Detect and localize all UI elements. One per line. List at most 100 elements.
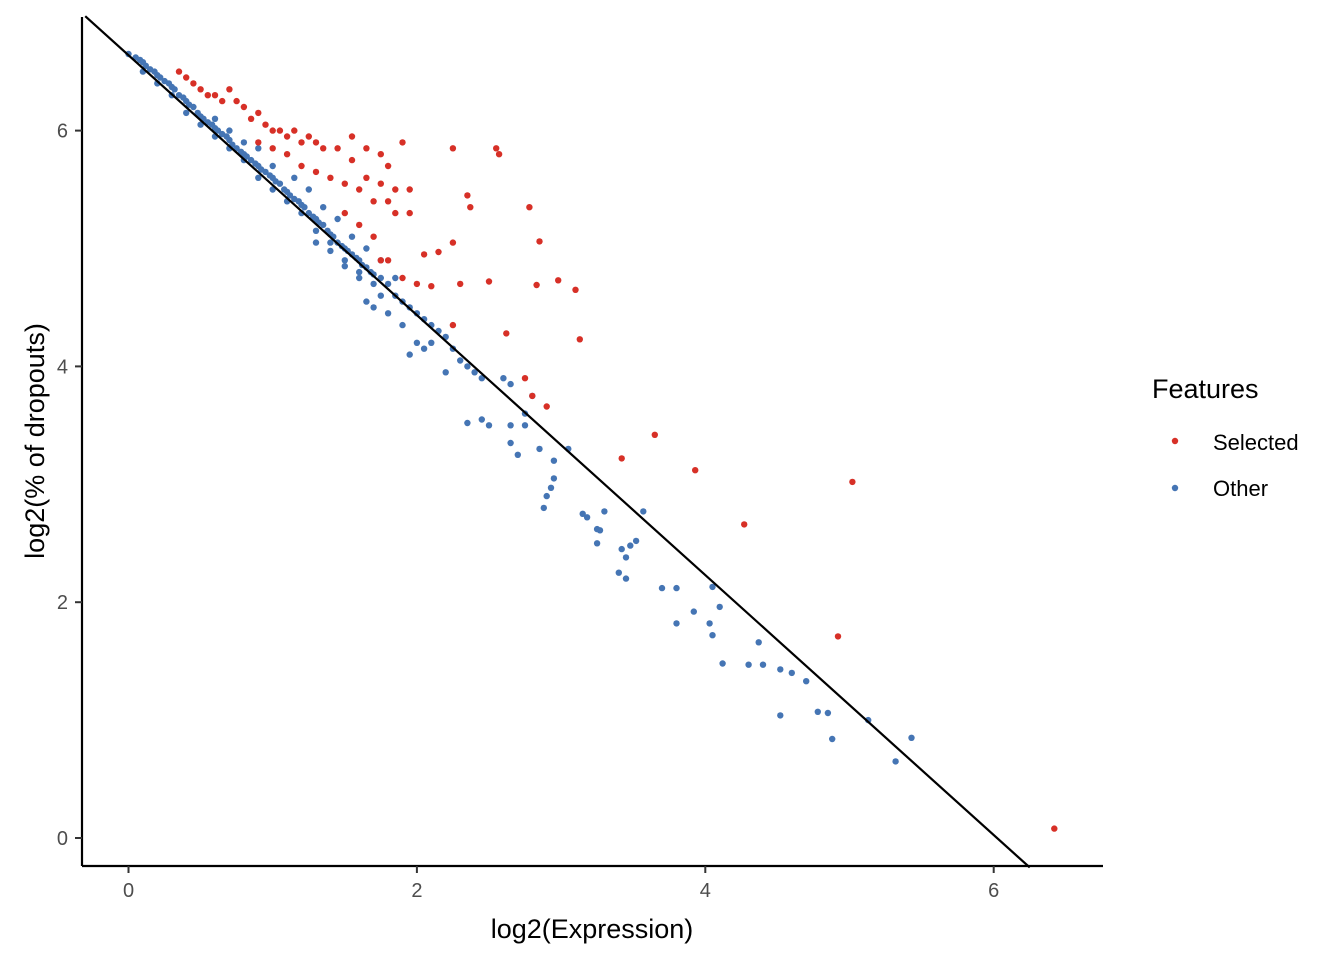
point-selected xyxy=(384,162,392,170)
point-selected xyxy=(384,257,392,264)
y-tick-label: 4 xyxy=(57,356,68,378)
legend-key-other xyxy=(1171,484,1179,492)
point-other xyxy=(777,712,784,719)
point-selected xyxy=(298,139,305,146)
point-selected xyxy=(247,115,255,123)
point-other xyxy=(301,204,308,211)
point-other xyxy=(291,174,298,181)
point-other xyxy=(622,575,630,582)
point-other xyxy=(406,351,413,358)
point-selected xyxy=(834,633,842,640)
point-selected xyxy=(399,274,406,282)
point-selected xyxy=(529,392,536,400)
point-other xyxy=(370,304,377,311)
x-tick-label: 0 xyxy=(123,880,134,902)
point-selected xyxy=(503,330,510,337)
point-other xyxy=(478,416,485,423)
point-other xyxy=(183,109,190,117)
point-other xyxy=(356,268,363,276)
point-other xyxy=(777,666,784,673)
point-selected xyxy=(392,209,399,217)
point-other xyxy=(640,508,647,515)
point-other xyxy=(540,504,547,512)
point-selected xyxy=(190,80,197,87)
point-other xyxy=(745,661,752,668)
point-other xyxy=(255,174,262,181)
point-other xyxy=(428,339,435,346)
point-selected xyxy=(399,139,406,146)
point-selected xyxy=(348,133,356,140)
point-other xyxy=(824,709,832,717)
point-other xyxy=(550,457,558,464)
point-other xyxy=(312,239,320,246)
point-selected xyxy=(526,204,533,211)
point-selected xyxy=(175,68,183,75)
point-other xyxy=(262,168,269,176)
point-selected xyxy=(495,151,503,158)
point-other xyxy=(442,369,449,376)
legend-key-selected xyxy=(1171,437,1179,445)
point-selected xyxy=(283,151,291,158)
point-other xyxy=(690,608,697,615)
point-other xyxy=(211,115,219,123)
point-other xyxy=(341,257,348,264)
point-selected xyxy=(341,180,348,187)
x-axis-ticks: 0 2 4 6 xyxy=(123,866,999,902)
point-selected xyxy=(406,209,413,217)
point-selected xyxy=(533,281,540,289)
point-selected xyxy=(320,145,327,152)
point-other xyxy=(286,192,294,199)
point-other xyxy=(157,74,164,81)
point-other xyxy=(706,620,713,627)
point-other xyxy=(312,227,320,234)
point-selected xyxy=(312,168,320,176)
point-selected xyxy=(420,251,428,258)
point-selected xyxy=(449,321,457,329)
y-tick-label: 6 xyxy=(57,121,68,143)
point-selected xyxy=(384,198,392,205)
point-selected xyxy=(363,145,370,152)
point-selected xyxy=(651,431,658,438)
point-other xyxy=(327,239,334,246)
point-other xyxy=(377,292,384,299)
point-other xyxy=(632,537,640,545)
point-other xyxy=(464,363,471,370)
point-selected xyxy=(521,375,529,382)
point-other xyxy=(618,545,625,553)
point-selected xyxy=(618,455,625,462)
point-selected xyxy=(348,156,356,164)
point-other xyxy=(514,451,521,458)
point-selected xyxy=(370,233,377,240)
x-tick-label: 6 xyxy=(988,880,999,902)
point-selected xyxy=(341,209,348,217)
point-selected xyxy=(276,127,284,134)
point-selected xyxy=(283,133,291,140)
point-other xyxy=(814,708,821,715)
point-selected xyxy=(493,145,500,152)
point-other xyxy=(363,298,370,305)
point-selected xyxy=(536,238,543,245)
point-other xyxy=(341,263,348,270)
point-selected xyxy=(392,186,399,193)
point-selected xyxy=(464,192,471,199)
point-selected xyxy=(269,145,276,152)
point-selected xyxy=(370,198,377,205)
point-selected xyxy=(555,277,562,284)
point-other xyxy=(305,186,312,193)
point-selected xyxy=(406,186,413,193)
point-other xyxy=(829,735,836,743)
point-selected xyxy=(457,280,464,288)
point-other xyxy=(142,62,149,69)
point-other xyxy=(788,669,795,677)
point-selected xyxy=(226,86,233,93)
point-other xyxy=(615,569,622,576)
point-other xyxy=(601,508,608,515)
point-selected xyxy=(449,239,457,246)
point-other xyxy=(547,484,555,491)
point-selected xyxy=(356,186,363,193)
point-other xyxy=(226,127,233,134)
point-selected xyxy=(1051,825,1058,832)
x-tick-label: 2 xyxy=(411,880,422,902)
point-other xyxy=(593,540,601,547)
point-other xyxy=(485,422,493,429)
